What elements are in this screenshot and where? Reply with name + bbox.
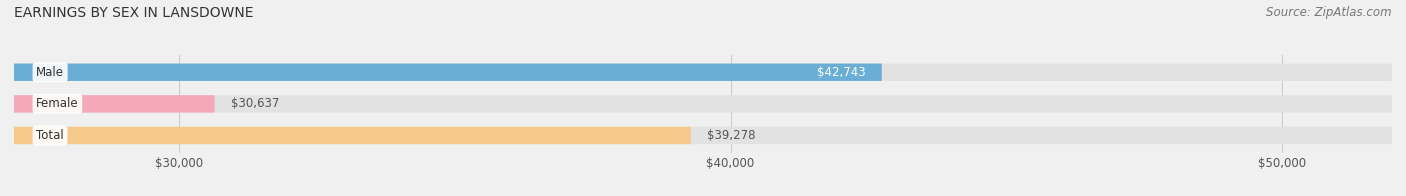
Text: Source: ZipAtlas.com: Source: ZipAtlas.com <box>1267 6 1392 19</box>
Text: $39,278: $39,278 <box>707 129 756 142</box>
Text: $30,637: $30,637 <box>231 97 280 110</box>
Text: Total: Total <box>37 129 63 142</box>
FancyBboxPatch shape <box>14 127 1392 144</box>
FancyBboxPatch shape <box>14 95 1392 113</box>
Text: Female: Female <box>37 97 79 110</box>
Text: EARNINGS BY SEX IN LANSDOWNE: EARNINGS BY SEX IN LANSDOWNE <box>14 6 253 20</box>
FancyBboxPatch shape <box>14 64 882 81</box>
Text: $42,743: $42,743 <box>817 66 865 79</box>
FancyBboxPatch shape <box>14 64 1392 81</box>
Text: Male: Male <box>37 66 65 79</box>
FancyBboxPatch shape <box>14 95 215 113</box>
FancyBboxPatch shape <box>14 127 690 144</box>
